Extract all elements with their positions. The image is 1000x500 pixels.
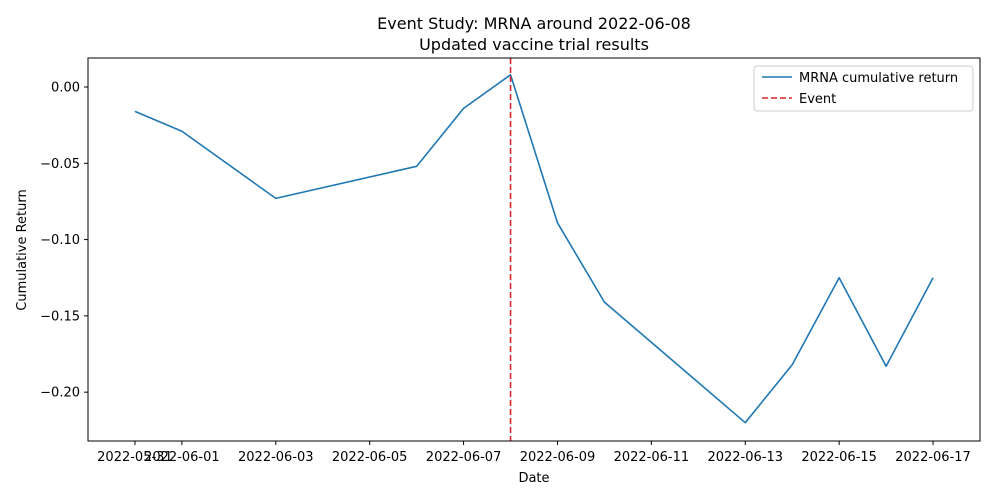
x-tick-label: 2022-06-09 [520, 450, 596, 465]
legend: MRNA cumulative return Event [753, 65, 974, 112]
x-tick-label: 2022-06-05 [332, 450, 408, 465]
legend-label-series: MRNA cumulative return [799, 71, 958, 86]
y-tick-label: −0.20 [40, 386, 80, 401]
y-tick-label: −0.15 [40, 309, 80, 324]
x-tick-label: 2022-06-17 [895, 450, 971, 465]
y-tick-label: −0.10 [40, 233, 80, 248]
x-tick-label: 2022-06-01 [144, 450, 220, 465]
plot-area [134, 58, 934, 441]
x-tick-label: 2022-06-07 [426, 450, 502, 465]
plot-frame [87, 57, 981, 442]
y-axis: 0.00 −0.05 −0.10 −0.15 −0.20 [40, 80, 88, 401]
x-tick-label: 2022-06-03 [238, 450, 314, 465]
x-axis-label: Date [518, 471, 549, 486]
chart-title: Event Study: MRNA around 2022-06-08 [377, 14, 691, 33]
legend-box [753, 65, 974, 112]
y-tick-label: −0.05 [40, 157, 80, 172]
chart-subtitle: Updated vaccine trial results [419, 35, 649, 54]
y-tick-label: 0.00 [51, 80, 80, 95]
x-tick-label: 2022-06-13 [707, 450, 783, 465]
x-tick-label: 2022-06-15 [801, 450, 877, 465]
series-line-mrna [134, 73, 934, 424]
y-axis-label: Cumulative Return [15, 189, 30, 310]
x-tick-label: 2022-05-31 [97, 450, 173, 465]
legend-label-event: Event [799, 92, 836, 107]
x-tick-label: 2022-06-11 [614, 450, 690, 465]
